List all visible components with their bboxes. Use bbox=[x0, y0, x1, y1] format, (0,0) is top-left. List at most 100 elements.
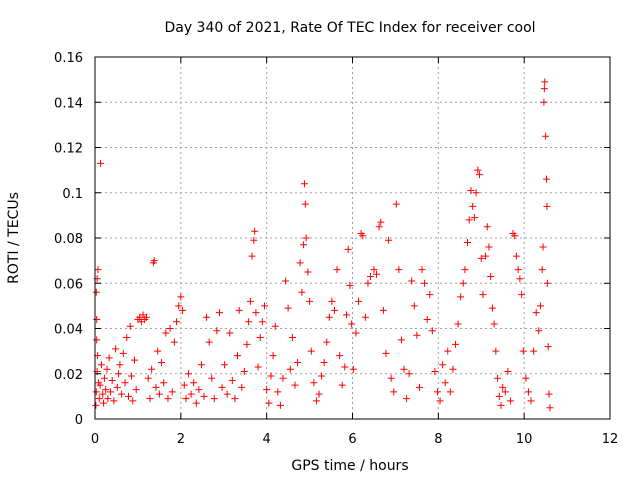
data-point bbox=[497, 401, 505, 409]
data-point bbox=[540, 98, 548, 106]
data-point bbox=[127, 372, 135, 380]
data-point bbox=[115, 370, 123, 378]
x-tick-label: 6 bbox=[348, 432, 356, 447]
data-point bbox=[106, 388, 114, 396]
data-point bbox=[544, 343, 552, 351]
data-point bbox=[126, 322, 134, 330]
data-point bbox=[251, 227, 259, 235]
data-point bbox=[318, 372, 326, 380]
y-tick-label: 0 bbox=[75, 413, 83, 428]
data-point bbox=[195, 386, 203, 394]
data-point bbox=[467, 186, 475, 194]
data-point bbox=[100, 399, 108, 407]
data-point bbox=[119, 349, 127, 357]
data-point bbox=[421, 279, 429, 287]
data-point bbox=[476, 171, 484, 179]
data-point bbox=[530, 347, 538, 355]
data-point bbox=[223, 390, 231, 398]
data-point bbox=[410, 302, 418, 310]
data-point bbox=[258, 318, 266, 326]
data-point bbox=[228, 377, 236, 385]
axis-ticks: 0 2 4 6 8 10 12 0 0.02 0.04 0.06 0.08 0.1 0.12 0.14 0.1… bbox=[54, 51, 618, 447]
data-point bbox=[483, 223, 491, 231]
data-point bbox=[336, 352, 344, 360]
data-point bbox=[103, 365, 111, 373]
data-point bbox=[215, 309, 223, 317]
x-tick-label: 0 bbox=[91, 432, 99, 447]
data-point bbox=[300, 241, 308, 249]
data-point bbox=[512, 252, 520, 260]
data-point bbox=[518, 291, 526, 299]
data-point bbox=[269, 352, 277, 360]
data-point bbox=[532, 309, 540, 317]
data-point bbox=[124, 392, 132, 400]
data-point bbox=[143, 313, 150, 321]
chart-title: Day 340 of 2021, Rate Of TEC Index for r… bbox=[164, 20, 535, 36]
data-point bbox=[540, 85, 548, 93]
data-point bbox=[405, 370, 413, 378]
data-point bbox=[395, 266, 403, 274]
data-point bbox=[94, 266, 102, 274]
data-points bbox=[92, 78, 554, 412]
y-tick-label: 0.12 bbox=[54, 142, 83, 157]
data-point bbox=[155, 390, 163, 398]
data-point bbox=[370, 266, 378, 274]
data-point bbox=[479, 291, 487, 299]
data-point bbox=[274, 388, 282, 396]
data-point bbox=[390, 388, 398, 396]
data-point bbox=[302, 234, 310, 242]
data-point bbox=[146, 395, 154, 403]
data-point bbox=[545, 390, 553, 398]
data-point bbox=[543, 202, 551, 210]
data-point bbox=[536, 302, 544, 310]
data-point bbox=[246, 297, 254, 305]
data-point bbox=[158, 358, 166, 366]
data-point bbox=[494, 374, 502, 382]
data-point bbox=[320, 358, 328, 366]
data-point bbox=[252, 309, 260, 317]
data-point bbox=[298, 288, 306, 296]
data-point bbox=[300, 180, 308, 188]
data-point bbox=[499, 383, 507, 391]
data-point bbox=[240, 367, 248, 375]
data-point bbox=[474, 166, 482, 174]
data-point bbox=[423, 315, 431, 323]
data-point bbox=[469, 202, 477, 210]
data-point bbox=[385, 236, 393, 244]
data-point bbox=[488, 304, 496, 312]
data-point bbox=[344, 245, 352, 253]
data-point bbox=[323, 338, 331, 346]
data-point bbox=[457, 293, 465, 301]
data-point bbox=[267, 372, 275, 380]
data-point bbox=[312, 397, 320, 405]
data-point bbox=[96, 381, 104, 389]
data-point bbox=[461, 266, 469, 274]
data-point bbox=[364, 279, 372, 287]
data-point bbox=[144, 374, 152, 382]
data-point bbox=[256, 334, 264, 342]
data-point bbox=[428, 327, 436, 335]
data-point bbox=[92, 401, 100, 409]
data-point bbox=[490, 320, 498, 328]
data-point bbox=[100, 374, 108, 382]
y-tick-label: 0.08 bbox=[54, 232, 83, 247]
data-point bbox=[465, 216, 473, 224]
data-point bbox=[535, 327, 543, 335]
data-point bbox=[464, 239, 472, 247]
data-point bbox=[519, 347, 527, 355]
x-tick-label: 4 bbox=[263, 432, 271, 447]
data-point bbox=[97, 159, 105, 167]
data-point bbox=[310, 379, 318, 387]
data-point bbox=[400, 365, 408, 373]
data-point bbox=[213, 327, 221, 335]
data-point bbox=[104, 395, 112, 403]
data-point bbox=[433, 388, 441, 396]
data-point bbox=[436, 397, 444, 405]
data-point bbox=[325, 313, 333, 321]
data-point bbox=[177, 293, 185, 301]
data-point bbox=[118, 390, 126, 398]
data-point bbox=[338, 381, 346, 389]
data-point bbox=[208, 374, 216, 382]
y-tick-label: 0.06 bbox=[54, 277, 83, 292]
